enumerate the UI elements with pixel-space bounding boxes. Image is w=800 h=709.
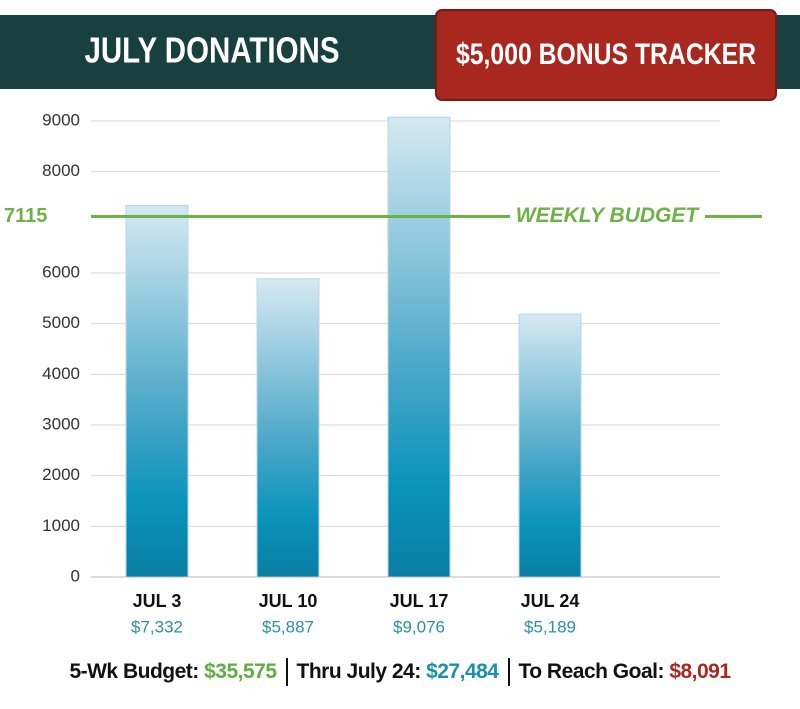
y-tick-label: 2000 xyxy=(42,465,80,484)
separator xyxy=(285,658,288,686)
summary-item: Thru July 24: $27,484 xyxy=(288,660,508,684)
summary-value: $27,484 xyxy=(426,660,499,683)
summary-value: $8,091 xyxy=(669,660,731,683)
y-tick-label: 6000 xyxy=(42,262,80,281)
summary: 5-Wk Budget: $35,575 Thru July 24: $27,48… xyxy=(0,652,800,692)
badge-box xyxy=(435,9,777,101)
separator xyxy=(507,658,510,686)
reference-label: WEEKLY BUDGET xyxy=(516,204,701,227)
y-tick-label: 3000 xyxy=(42,414,80,433)
value-label: $7,332 xyxy=(131,617,183,636)
y-tick-label: 1000 xyxy=(42,516,80,535)
summary-item: 5-Wk Budget: $35,575 xyxy=(60,660,285,684)
chart-title: JULY DONATIONS xyxy=(85,30,340,71)
summary-label: Thru July 24: xyxy=(296,660,422,683)
y-tick-label: 9000 xyxy=(42,110,80,129)
badge-text: $5,000 BONUS TRACKER xyxy=(456,38,756,71)
y-tick-label: 5000 xyxy=(42,313,80,332)
x-tick-label: JUL 10 xyxy=(259,591,318,611)
x-tick-label: JUL 24 xyxy=(521,591,580,611)
reference-value: 7115 xyxy=(4,205,47,227)
x-tick-label: JUL 17 xyxy=(390,591,449,611)
summary-label: 5-Wk Budget: xyxy=(69,660,199,683)
y-tick-label: 0 xyxy=(71,566,80,585)
value-label: $5,189 xyxy=(524,617,576,636)
summary-item: To Reach Goal: $8,091 xyxy=(510,660,740,684)
bar xyxy=(256,278,320,578)
value-label: $9,076 xyxy=(393,617,445,636)
bar xyxy=(125,205,189,578)
summary-label: To Reach Goal: xyxy=(518,660,665,683)
x-tick-label: JUL 3 xyxy=(133,591,182,611)
value-label: $5,887 xyxy=(262,617,314,636)
bar xyxy=(387,116,451,578)
y-tick-label: 4000 xyxy=(42,364,80,383)
y-tick-label: 8000 xyxy=(42,161,80,180)
bar xyxy=(518,313,582,578)
summary-value: $35,575 xyxy=(204,660,277,683)
